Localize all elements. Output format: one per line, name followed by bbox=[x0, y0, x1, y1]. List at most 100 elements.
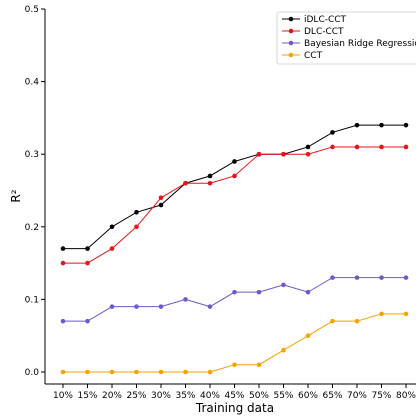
data-point bbox=[109, 304, 115, 309]
data-point bbox=[256, 289, 262, 295]
data-point bbox=[330, 144, 335, 150]
data-point bbox=[158, 195, 164, 201]
data-point bbox=[281, 151, 286, 157]
data-point bbox=[330, 130, 335, 135]
data-point bbox=[109, 246, 115, 251]
data-point bbox=[134, 224, 139, 230]
data-point bbox=[256, 151, 262, 157]
data-point bbox=[183, 369, 188, 375]
data-point bbox=[85, 369, 90, 375]
x-tick-label: 20% bbox=[102, 391, 122, 401]
data-point bbox=[85, 260, 90, 266]
x-ticks: 10% 15% 20% 25% 30% 35% 40% 45% 50% 55% 60% 65% 70% 7… bbox=[53, 384, 416, 401]
series-line bbox=[63, 277, 406, 322]
series-line bbox=[63, 146, 406, 264]
y-tick-label: 0.5 bbox=[25, 5, 39, 15]
x-tick-label: 65% bbox=[322, 391, 342, 401]
data-point bbox=[134, 369, 139, 375]
data-point bbox=[207, 180, 213, 186]
data-point bbox=[379, 122, 384, 128]
data-point bbox=[305, 333, 311, 339]
data-point bbox=[403, 122, 409, 128]
legend-marker bbox=[288, 40, 294, 46]
data-point bbox=[330, 318, 335, 324]
data-point bbox=[183, 180, 188, 186]
legend-label: CCT bbox=[304, 51, 323, 61]
data-point bbox=[232, 289, 237, 295]
data-point bbox=[109, 369, 115, 375]
y-tick-label: 0.2 bbox=[25, 223, 39, 233]
x-tick-label: 45% bbox=[224, 391, 244, 401]
legend: iDLC-CCT DLC-CCT Bayesian Ridge Regression… bbox=[276, 11, 416, 65]
legend-label: Bayesian Ridge Regression bbox=[304, 39, 416, 49]
data-point bbox=[134, 209, 139, 215]
data-point bbox=[85, 246, 90, 251]
data-point bbox=[354, 275, 360, 280]
data-point bbox=[232, 159, 237, 164]
x-tick-label: 80% bbox=[396, 391, 416, 401]
data-point bbox=[158, 369, 164, 375]
y-axis-label: R² bbox=[9, 189, 23, 202]
data-point bbox=[60, 318, 66, 324]
data-point bbox=[305, 289, 311, 295]
x-tick-label: 25% bbox=[126, 391, 146, 401]
data-point bbox=[281, 347, 286, 353]
y-tick-label: 0.1 bbox=[25, 295, 39, 305]
data-point bbox=[232, 173, 237, 179]
data-point bbox=[207, 304, 213, 309]
legend-marker bbox=[288, 52, 294, 58]
data-point bbox=[330, 275, 335, 280]
data-point bbox=[134, 304, 139, 309]
data-point bbox=[354, 144, 360, 150]
x-tick-label: 35% bbox=[175, 391, 195, 401]
legend-marker bbox=[288, 16, 294, 22]
x-axis-label: Training data bbox=[195, 401, 274, 415]
data-point bbox=[403, 275, 409, 280]
data-point bbox=[403, 311, 409, 317]
data-point bbox=[281, 282, 286, 288]
x-tick-label: 75% bbox=[371, 391, 391, 401]
data-point bbox=[60, 260, 66, 266]
y-tick-label: 0.0 bbox=[25, 368, 40, 378]
data-point bbox=[232, 362, 237, 368]
data-point bbox=[354, 318, 360, 324]
series-bayesian-ridge-regression bbox=[60, 275, 409, 324]
x-tick-label: 10% bbox=[53, 391, 73, 401]
series-cct bbox=[60, 311, 409, 375]
series-layer bbox=[60, 122, 409, 375]
series-line bbox=[63, 124, 406, 250]
data-point bbox=[403, 144, 409, 150]
y-tick-label: 0.3 bbox=[25, 150, 39, 160]
data-point bbox=[379, 144, 384, 150]
data-point bbox=[305, 144, 311, 150]
data-point bbox=[158, 202, 164, 208]
x-tick-label: 55% bbox=[273, 391, 293, 401]
data-point bbox=[207, 369, 213, 375]
data-point bbox=[85, 318, 90, 324]
x-tick-label: 30% bbox=[151, 391, 171, 401]
legend-label: DLC-CCT bbox=[304, 27, 344, 37]
legend-frame bbox=[276, 11, 416, 65]
data-point bbox=[379, 275, 384, 280]
axes bbox=[44, 9, 416, 385]
data-point bbox=[379, 311, 384, 317]
data-point bbox=[207, 173, 213, 179]
data-point bbox=[305, 151, 311, 157]
data-point bbox=[354, 122, 360, 128]
data-point bbox=[256, 362, 262, 368]
x-tick-label: 40% bbox=[200, 391, 220, 401]
y-tick-label: 0.4 bbox=[25, 78, 40, 88]
data-point bbox=[60, 369, 66, 375]
x-tick-label: 15% bbox=[77, 391, 97, 401]
series-idlc-cct bbox=[60, 122, 409, 251]
data-point bbox=[158, 304, 164, 309]
x-tick-label: 70% bbox=[347, 391, 367, 401]
data-point bbox=[109, 224, 115, 230]
data-point bbox=[183, 297, 188, 302]
legend-marker bbox=[288, 28, 294, 34]
x-tick-label: 50% bbox=[249, 391, 269, 401]
x-tick-label: 60% bbox=[298, 391, 318, 401]
legend-label: iDLC-CCT bbox=[304, 15, 347, 25]
y-ticks: 0.0 0.1 0.2 0.3 0.4 0.5 bbox=[25, 5, 45, 378]
